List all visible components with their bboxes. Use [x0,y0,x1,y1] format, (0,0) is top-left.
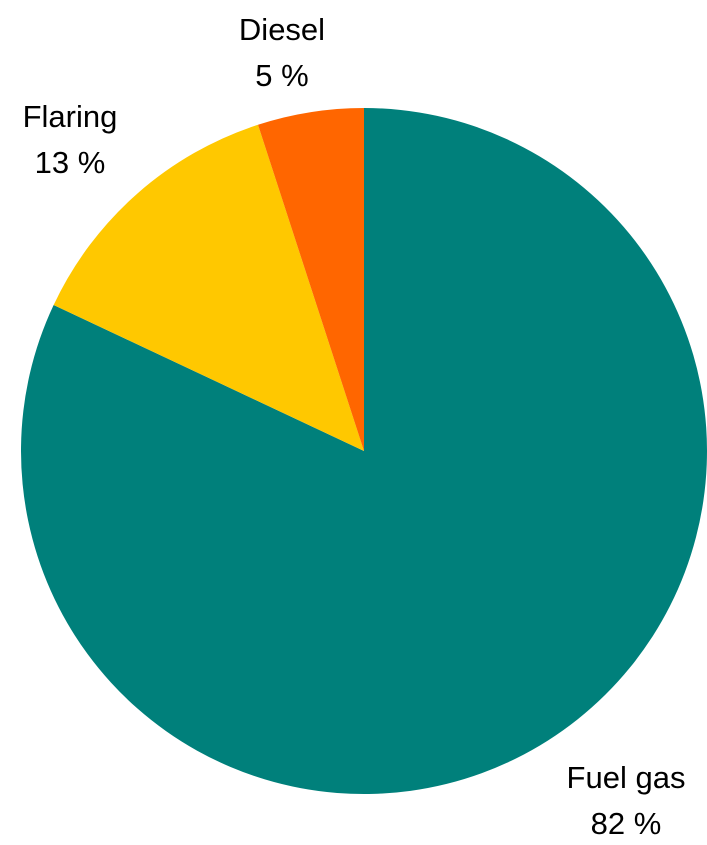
slice-value-label-diesel: 5 % [255,58,308,93]
slice-label-flaring: Flaring [23,99,118,134]
slice-value-label-flaring: 13 % [35,145,106,180]
slice-label-diesel: Diesel [239,12,325,47]
pie-labels: Fuel gas 82 % Flaring 13 % Diesel 5 % [23,12,686,841]
pie-slice-flaring [53,124,365,452]
pie-slices [20,108,707,794]
slice-label-fuel-gas: Fuel gas [567,760,686,795]
pie-slice-diesel [258,108,364,451]
pie-slice-fuel-gas [20,108,707,794]
slice-value-label-fuel-gas: 82 % [591,806,662,840]
